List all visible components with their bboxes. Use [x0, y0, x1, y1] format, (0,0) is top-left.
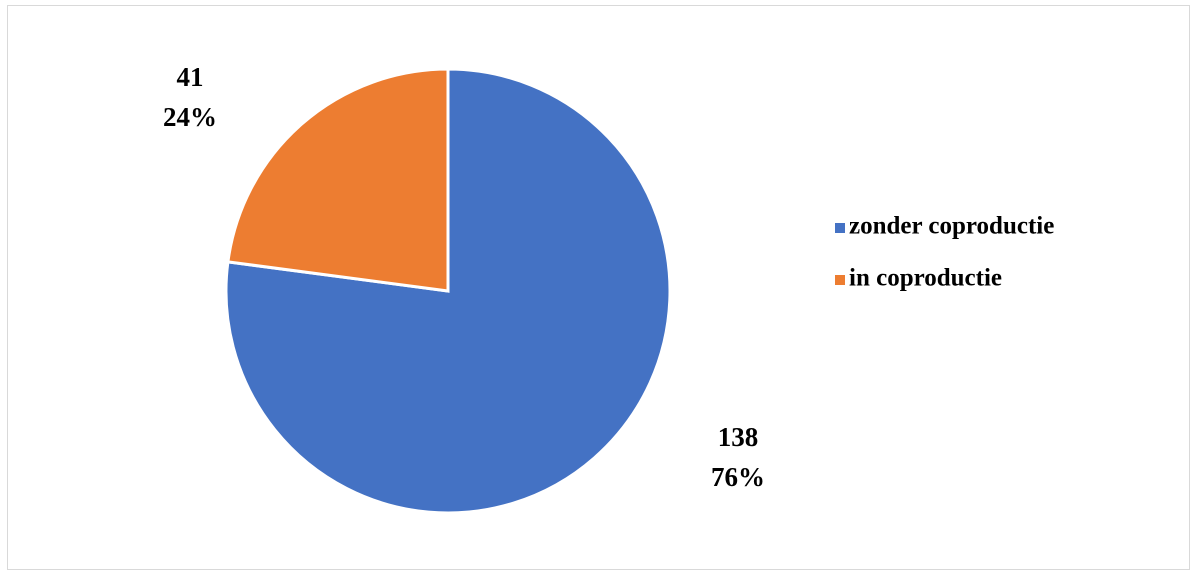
legend-label: zonder coproductie	[849, 213, 1054, 240]
data-label-percent: 24%	[163, 102, 217, 132]
data-label-value: 41	[177, 62, 204, 92]
legend-label: in coproductie	[849, 265, 1002, 292]
pie-slice	[226, 67, 450, 293]
data-label-percent: 76%	[711, 462, 765, 492]
legend-swatch	[835, 275, 845, 285]
legend-swatch	[835, 223, 845, 233]
data-label-value: 138	[718, 422, 759, 452]
